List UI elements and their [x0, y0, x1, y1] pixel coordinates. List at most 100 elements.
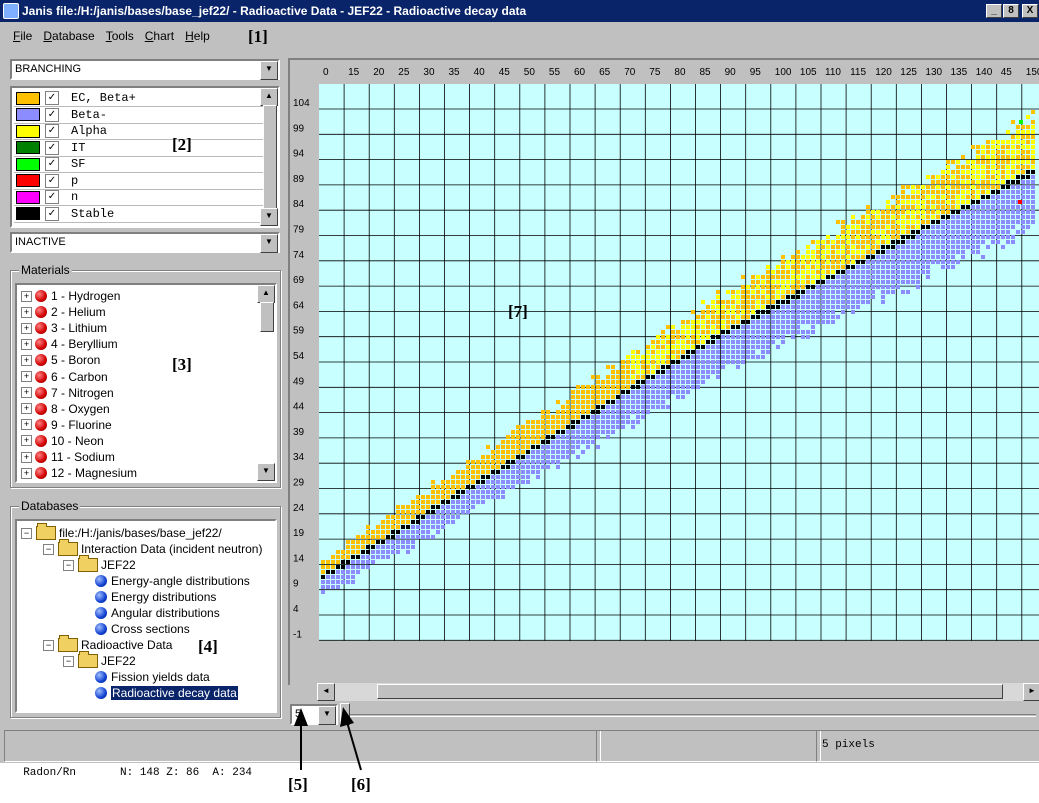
nuclide-cell[interactable]	[716, 310, 720, 314]
nuclide-cell[interactable]	[411, 525, 415, 529]
nuclide-cell[interactable]	[956, 165, 960, 169]
nuclide-cell[interactable]	[1006, 160, 1010, 164]
nuclide-cell[interactable]	[761, 340, 765, 344]
nuclide-cell[interactable]	[976, 170, 980, 174]
nuclide-cell[interactable]	[446, 500, 450, 504]
nuclide-cell[interactable]	[921, 255, 925, 259]
nuclide-cell[interactable]	[786, 305, 790, 309]
nuclide-cell[interactable]	[1011, 225, 1015, 229]
nuclide-cell[interactable]	[966, 160, 970, 164]
nuclide-cell[interactable]	[996, 225, 1000, 229]
nuclide-cell[interactable]	[771, 335, 775, 339]
nuclide-cell[interactable]	[981, 240, 985, 244]
nuclide-cell[interactable]	[606, 430, 610, 434]
nuclide-cell[interactable]	[396, 520, 400, 524]
minimize-button[interactable]: _	[986, 4, 1002, 18]
nuclide-cell[interactable]	[756, 330, 760, 334]
nuclide-cell[interactable]	[1011, 205, 1015, 209]
nuclide-cell[interactable]	[726, 290, 730, 294]
nuclide-cell[interactable]	[1021, 155, 1025, 159]
nuclide-cell[interactable]	[581, 425, 585, 429]
nuclide-cell[interactable]	[836, 265, 840, 269]
nuclide-cell[interactable]	[361, 550, 365, 554]
nuclide-cell[interactable]	[816, 260, 820, 264]
nuclide-cell[interactable]	[791, 270, 795, 274]
nuclide-cell[interactable]	[931, 175, 935, 179]
nuclide-cell[interactable]	[856, 295, 860, 299]
nuclide-cell[interactable]	[746, 330, 750, 334]
nuclide-cell[interactable]	[941, 185, 945, 189]
nuclide-cell[interactable]	[686, 335, 690, 339]
color-swatch[interactable]	[16, 174, 40, 187]
nuclide-cell[interactable]	[566, 450, 570, 454]
nuclide-cell[interactable]	[781, 320, 785, 324]
nuclide-cell[interactable]	[331, 560, 335, 564]
nuclide-cell[interactable]	[1016, 175, 1020, 179]
nuclide-cell[interactable]	[976, 240, 980, 244]
nuclide-cell[interactable]	[636, 370, 640, 374]
nuclide-cell[interactable]	[886, 235, 890, 239]
nuclide-cell[interactable]	[961, 165, 965, 169]
nuclide-cell[interactable]	[616, 370, 620, 374]
nuclide-cell[interactable]	[996, 215, 1000, 219]
nuclide-cell[interactable]	[921, 205, 925, 209]
nuclide-cell[interactable]	[426, 515, 430, 519]
nuclide-cell[interactable]	[776, 330, 780, 334]
nuclide-cell[interactable]	[836, 255, 840, 259]
nuclide-cell[interactable]	[696, 375, 700, 379]
nuclide-cell[interactable]	[661, 345, 665, 349]
nuclide-cell[interactable]	[601, 405, 605, 409]
nuclide-cell[interactable]	[1006, 155, 1010, 159]
nuclide-cell[interactable]	[751, 320, 755, 324]
nuclide-cell[interactable]	[971, 245, 975, 249]
nuclide-cell[interactable]	[851, 290, 855, 294]
nuclide-cell[interactable]	[581, 390, 585, 394]
nuclide-cell[interactable]	[971, 160, 975, 164]
nuclide-cell[interactable]	[1006, 165, 1010, 169]
nuclide-cell[interactable]	[691, 360, 695, 364]
nuclide-cell[interactable]	[661, 390, 665, 394]
nuclide-cell[interactable]	[471, 460, 475, 464]
nuclide-cell[interactable]	[491, 455, 495, 459]
nuclide-cell[interactable]	[531, 445, 535, 449]
check-icon[interactable]: ✓	[45, 190, 59, 204]
nuclide-cell[interactable]	[816, 300, 820, 304]
nuclide-cell[interactable]	[636, 360, 640, 364]
nuclide-cell[interactable]	[486, 495, 490, 499]
nuclide-cell[interactable]	[561, 450, 565, 454]
nuclide-cell[interactable]	[826, 295, 830, 299]
nuclide-cell[interactable]	[956, 190, 960, 194]
nuclide-cell[interactable]	[646, 355, 650, 359]
nuclide-cell[interactable]	[586, 425, 590, 429]
nuclide-cell[interactable]	[1031, 185, 1035, 189]
nuclide-cell[interactable]	[711, 340, 715, 344]
nuclide-cell[interactable]	[371, 550, 375, 554]
nuclide-cell[interactable]	[371, 545, 375, 549]
nuclide-cell[interactable]	[771, 315, 775, 319]
nuclide-cell[interactable]	[836, 315, 840, 319]
nuclide-cell[interactable]	[926, 215, 930, 219]
nuclide-cell[interactable]	[1016, 165, 1020, 169]
nuclide-cell[interactable]	[816, 275, 820, 279]
nuclide-cell[interactable]	[816, 305, 820, 309]
nuclide-cell[interactable]	[691, 310, 695, 314]
nuclide-cell[interactable]	[496, 495, 500, 499]
nuclide-cell[interactable]	[776, 270, 780, 274]
database-item[interactable]: Cross sections	[95, 621, 190, 637]
database-item[interactable]: Radioactive decay data	[95, 685, 238, 701]
nuclide-cell[interactable]	[591, 440, 595, 444]
nuclide-cell[interactable]	[1026, 170, 1030, 174]
nuclide-cell[interactable]	[1031, 150, 1035, 154]
nuclide-cell[interactable]	[566, 440, 570, 444]
nuclide-cell[interactable]	[656, 340, 660, 344]
nuclide-cell[interactable]	[886, 260, 890, 264]
nuclide-cell[interactable]	[566, 400, 570, 404]
nuclide-cell[interactable]	[796, 285, 800, 289]
nuclide-cell[interactable]	[996, 170, 1000, 174]
nuclide-cell[interactable]	[596, 380, 600, 384]
nuclide-cell[interactable]	[881, 220, 885, 224]
nuclide-cell[interactable]	[796, 265, 800, 269]
nuclide-cell[interactable]	[976, 185, 980, 189]
nuclide-cell[interactable]	[406, 525, 410, 529]
nuclide-cell[interactable]	[666, 345, 670, 349]
